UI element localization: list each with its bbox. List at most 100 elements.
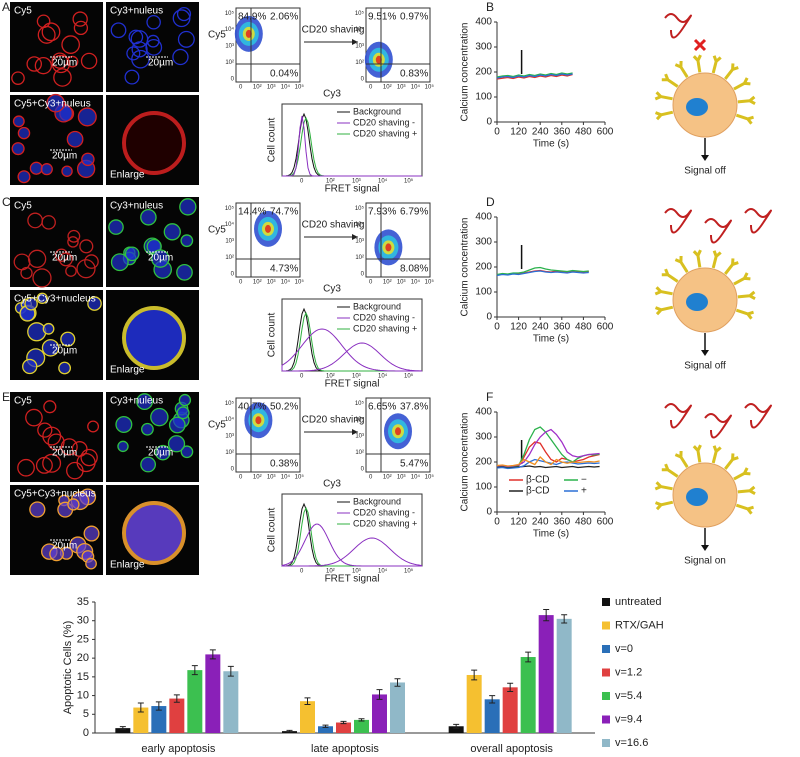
line [496,456,600,467]
quadrant-value: 8.08% [400,264,428,275]
antibody [692,249,702,268]
error-bar [322,724,329,728]
axis-label: Cy5 [208,420,226,431]
legend-swatch [602,715,610,724]
cell [37,422,53,438]
antibody [674,60,689,78]
cell [54,248,69,262]
legend-label: − [581,475,587,486]
cell [155,444,171,461]
bar [205,654,221,733]
tick-label: 10³ [355,239,364,245]
cell [87,420,100,433]
cell [77,107,97,127]
blocked [693,38,707,52]
tick-label: 10³ [397,280,406,286]
quadrant-value: 84.9% [238,12,266,23]
arrow-head [352,234,358,240]
x-tick-label: 120 [510,322,527,333]
error-bar [119,726,126,731]
legend-swatch [602,645,610,653]
antibody [735,503,754,515]
cell [80,52,98,70]
cell [73,20,89,36]
cell [146,14,161,30]
tick-label: 10⁴ [411,279,421,286]
micrograph-label: Cy5 [14,396,32,407]
cell [27,322,47,342]
antibody [654,305,674,316]
tick-label: 10⁴ [225,416,235,423]
cell [83,525,100,542]
scale-bar-label: 20µm [52,58,77,69]
tick-label: 10² [253,280,262,286]
antibody [733,467,751,481]
cell [11,142,25,156]
antibody [733,272,751,286]
antibody [735,308,754,320]
cell [167,435,186,453]
x-tick-label: 480 [575,127,592,138]
cell [67,498,80,511]
legend-label: CD20 shaving + [353,518,417,528]
cell [46,93,65,113]
cell [41,22,61,42]
cell [172,48,189,66]
y-tick-label: 200 [475,457,492,468]
density [265,224,271,233]
x-tick-label: 360 [553,322,570,333]
cell [110,253,129,272]
legend-swatch [602,692,610,700]
bar [502,687,518,733]
antibody [661,73,679,88]
antibody [654,91,673,101]
tick-label: 10² [383,85,392,91]
signal-label: Signal off [684,361,726,372]
x-tick-label: 0 [494,322,500,333]
cell [17,458,35,477]
quadrant-value: 74.7% [270,207,298,218]
antibody [692,54,702,73]
scale-bar-label: 20µm [148,448,173,459]
y-tick-label: 30 [77,615,89,627]
tick-label: 10³ [267,475,276,481]
tick-label: 0 [300,179,304,185]
panel-label: C [2,195,11,209]
cell [41,215,56,230]
y-tick-label: 400 [475,407,492,418]
antibody [661,463,679,478]
antibody [674,450,689,468]
error-bar [304,697,311,706]
error-bar [173,694,180,703]
legend-label: v=5.4 [615,690,642,702]
signal-label: Signal off [684,166,726,177]
quadrant-value: 6.79% [400,207,428,218]
y-tick-label: 20 [77,652,89,664]
bar [300,701,315,733]
x-tick-label: 240 [532,322,549,333]
panel-label: D [486,195,495,209]
tick-label: 10³ [397,475,406,481]
cell [29,501,46,518]
tick-label: 10⁵ [425,84,435,91]
legend-swatch [602,739,610,747]
legend-label: RTX/GAH [615,619,664,631]
cell [11,71,25,85]
antibody [735,113,754,125]
tick-label: 0 [231,467,235,473]
cell [131,41,148,58]
cell [29,161,43,175]
error-bar [394,678,401,687]
y-tick-label: 300 [475,432,492,443]
y-tick-label: 200 [475,262,492,273]
axis-label: FRET signal [325,379,380,390]
cell [35,456,53,474]
cell [22,358,38,375]
micrograph-label: Cy5+Cy3+nuleus [14,99,91,110]
cell [41,339,60,357]
cell [51,54,71,74]
nucleus [686,98,708,116]
tick-label: 10² [355,450,364,456]
antibody [724,63,739,80]
legend-label: CD20 shaving + [353,128,417,138]
